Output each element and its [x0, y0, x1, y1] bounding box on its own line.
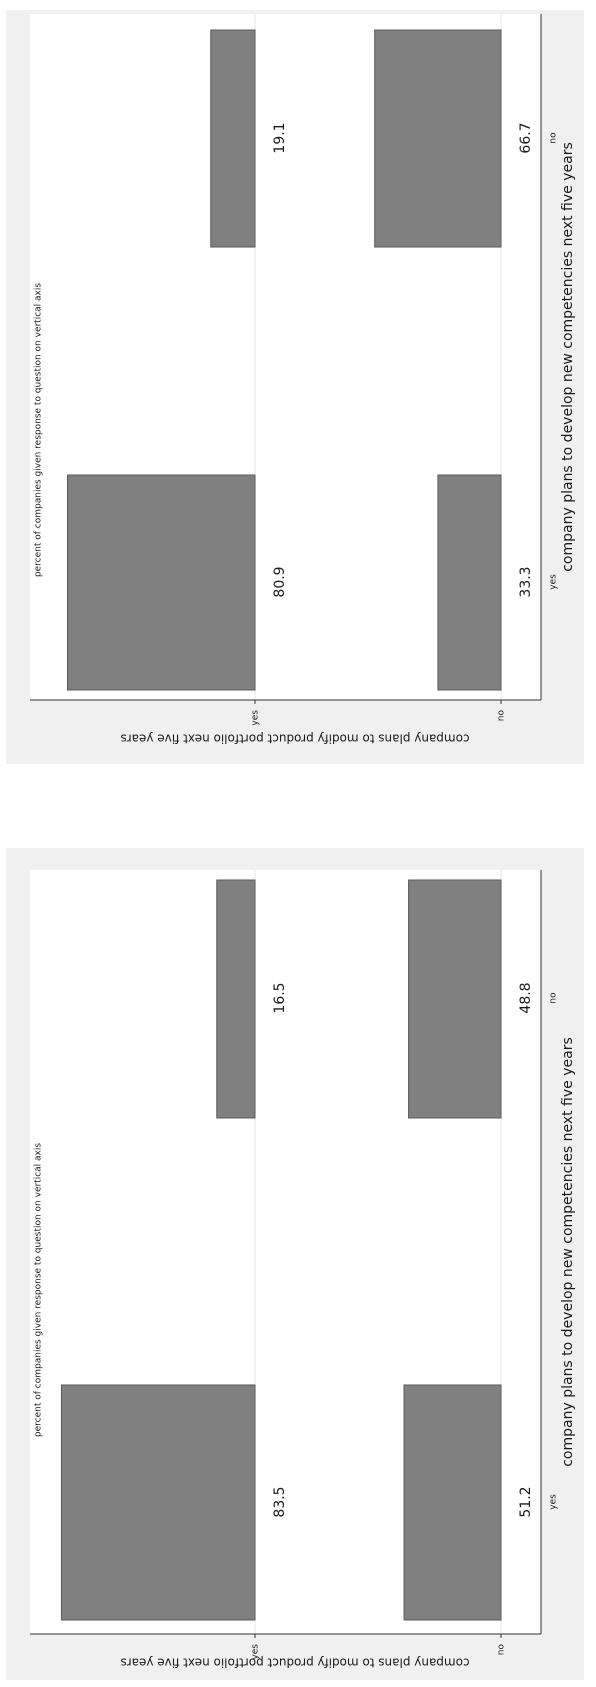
x-tick-label: yes [549, 574, 559, 590]
chart-panel-bottom: 83.5 16.5 51.2 48.8 yes no yes no company plans … [6, 848, 584, 1680]
data-label: 51.2 [518, 1486, 534, 1517]
data-label: 66.7 [518, 122, 534, 153]
y-tick-label: no [497, 710, 507, 722]
x-tick-label: no [549, 992, 559, 1004]
x-axis-title: company plans to develop new competencie… [560, 1037, 576, 1467]
bar [216, 879, 256, 1119]
y-tick-label: yes [251, 710, 261, 726]
chart-note: percent of companies given response to q… [34, 283, 44, 577]
bar [374, 29, 502, 248]
bar [437, 474, 502, 691]
bar [408, 879, 502, 1119]
y-tick-label: yes [251, 1644, 261, 1660]
x-tick-label: yes [549, 1494, 559, 1510]
data-label: 19.1 [272, 122, 288, 153]
chart-note: percent of companies given response to q… [34, 1143, 44, 1437]
x-axis-title: company plans to develop new competencie… [560, 142, 576, 572]
y-axis-title: company plans to modify product portfoli… [120, 1656, 469, 1670]
data-label: 33.3 [518, 566, 534, 597]
bar [67, 474, 256, 691]
data-label: 83.5 [272, 1486, 288, 1517]
bar [60, 1384, 256, 1621]
y-axis-title: company plans to modify product portfoli… [120, 732, 469, 746]
data-label: 80.9 [272, 566, 288, 597]
y-tick-label: no [497, 1644, 507, 1656]
bar [210, 29, 256, 248]
bar [403, 1384, 502, 1621]
data-label: 16.5 [272, 982, 288, 1013]
x-tick-label: no [549, 132, 559, 144]
data-label: 48.8 [518, 982, 534, 1013]
